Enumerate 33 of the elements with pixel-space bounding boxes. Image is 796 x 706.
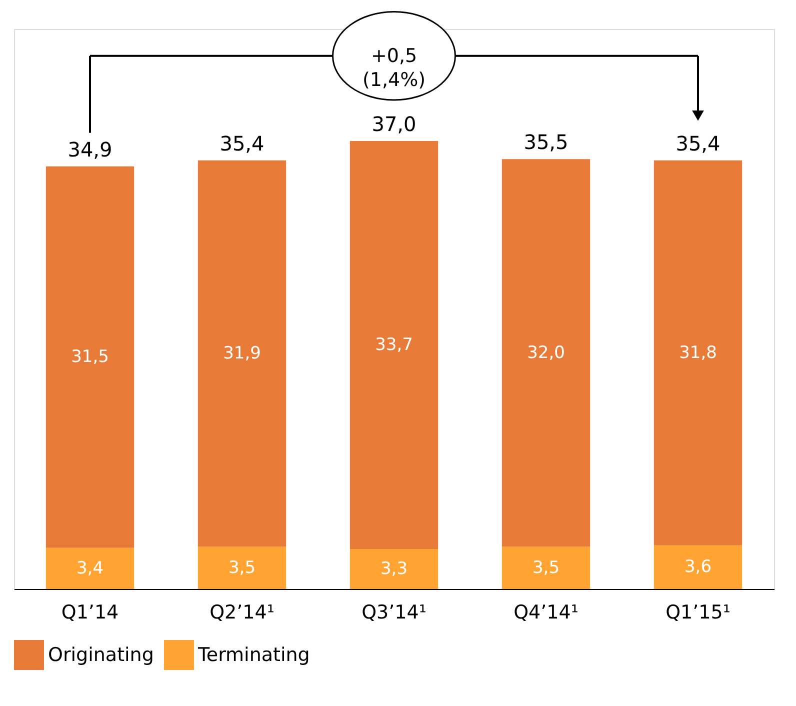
x-tick-label: Q1’15¹ — [666, 602, 730, 624]
bar — [502, 546, 590, 589]
x-tick-label: Q2’14¹ — [210, 602, 274, 624]
data-label: 3,5 — [228, 558, 256, 578]
x-tick-label: Q4’14¹ — [514, 602, 578, 624]
bar — [654, 160, 742, 546]
legend-label: Terminating — [197, 644, 310, 666]
bar — [198, 546, 286, 589]
data-label: 31,9 — [223, 343, 261, 364]
total-label: 34,9 — [68, 137, 112, 162]
legend-label: Originating — [48, 644, 154, 666]
bar — [350, 549, 438, 589]
total-label: 37,0 — [372, 112, 416, 136]
bar — [198, 160, 286, 547]
data-label: 3,6 — [684, 557, 712, 578]
bar — [654, 545, 742, 589]
bar — [46, 548, 134, 589]
data-label: 3,5 — [532, 558, 560, 578]
total-label: 35,4 — [220, 131, 264, 156]
bar — [350, 141, 438, 550]
text: +0,5 (1,4%) — [362, 44, 426, 91]
data-label: 31,8 — [679, 342, 717, 363]
data-label: 3,4 — [76, 558, 104, 578]
data-label: 31,5 — [71, 347, 109, 368]
total-label: 35,5 — [524, 130, 568, 154]
data-label: 32,0 — [527, 342, 565, 363]
data-label: 3,3 — [380, 559, 408, 580]
bar — [46, 166, 134, 548]
bar — [502, 159, 590, 547]
x-tick-label: Q1’14 — [61, 602, 119, 624]
data-label: 33,7 — [375, 335, 413, 356]
x-tick-label: Q3’14¹ — [362, 602, 426, 624]
total-label: 35,4 — [676, 131, 720, 156]
